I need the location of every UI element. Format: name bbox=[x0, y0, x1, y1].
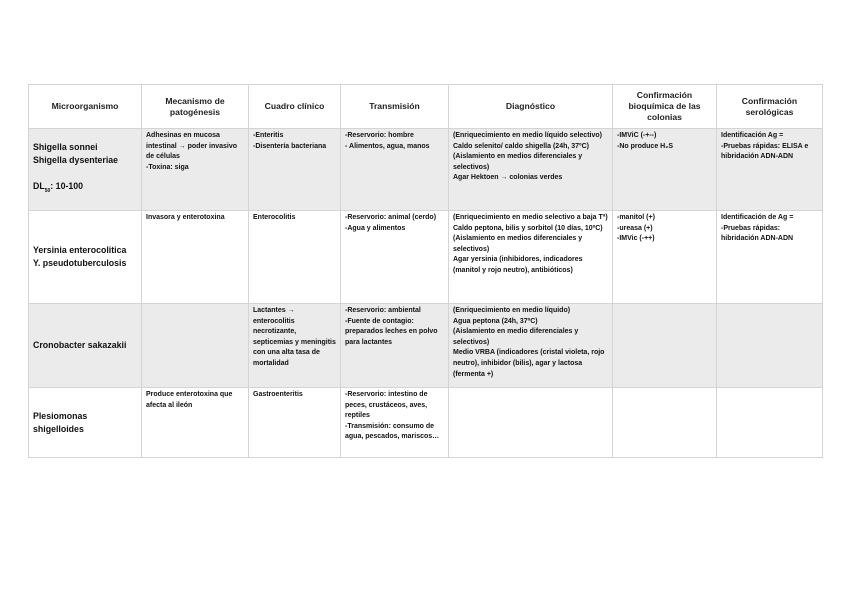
mecanismo-cell: Adhesinas en mucosa intestinal → poder i… bbox=[141, 128, 249, 211]
dl50: DL50: 10-100 bbox=[33, 181, 84, 194]
cuadro-cell: Gastroenteritis bbox=[248, 387, 341, 458]
header-serologica: Confirmación serológicas bbox=[716, 84, 823, 129]
mecanismo-cell: Produce enterotoxina que afecta al ileón bbox=[141, 387, 249, 458]
cuadro-cell: Enterocolitis bbox=[248, 210, 341, 304]
serologica-cell bbox=[716, 387, 823, 458]
diagnostico-cell bbox=[448, 387, 613, 458]
organism-cell: Shigella sonnei Shigella dysenteriae DL5… bbox=[28, 128, 142, 211]
organism-cell: Yersinia enterocolitica Y. pseudotubercul… bbox=[28, 210, 142, 304]
transmision-cell: -Reservorio: hombre - Alimentos, agua, ma… bbox=[340, 128, 449, 211]
transmision-cell: -Reservorio: ambiental -Fuente de contagi… bbox=[340, 303, 449, 388]
cuadro-cell: Lactantes → enterocolitis necrotizante, … bbox=[248, 303, 341, 388]
organism-cell: Cronobacter sakazakii bbox=[28, 303, 142, 388]
header-row: Microorganismo Mecanismo de patogénesis … bbox=[28, 84, 823, 129]
header-transmision: Transmisión bbox=[340, 84, 449, 129]
table-row: Plesiomonas shigelloides Produce enterot… bbox=[28, 387, 823, 458]
serologica-cell: Identificación de Ag = -Pruebas rápidas: … bbox=[716, 210, 823, 304]
table-row: Cronobacter sakazakii Lactantes → entero… bbox=[28, 303, 823, 388]
header-diagnostico: Diagnóstico bbox=[448, 84, 613, 129]
serologica-cell: Identificación Ag = -Pruebas rápidas: ELI… bbox=[716, 128, 823, 211]
bioquimica-cell: -manitol (+) -ureasa (+) -IMVic (-++) bbox=[612, 210, 717, 304]
header-cuadro: Cuadro clínico bbox=[248, 84, 341, 129]
diagnostico-cell: (Enriquecimiento en medio líquido select… bbox=[448, 128, 613, 211]
diagnostico-cell: (Enriquecimiento en medio líquido) Agua p… bbox=[448, 303, 613, 388]
table-row: Yersinia enterocolitica Y. pseudotubercul… bbox=[28, 210, 823, 304]
organism-name: Shigella dysenteriae bbox=[33, 155, 119, 166]
bioquimica-cell bbox=[612, 303, 717, 388]
organism-name: Shigella sonnei bbox=[33, 142, 98, 153]
table-row: Shigella sonnei Shigella dysenteriae DL5… bbox=[28, 128, 823, 211]
diagnostico-cell: (Enriquecimiento en medio selectivo a ba… bbox=[448, 210, 613, 304]
bioquimica-cell: -IMViC (-+--) -No produce H₂S bbox=[612, 128, 717, 211]
serologica-cell bbox=[716, 303, 823, 388]
transmision-cell: -Reservorio: intestino de peces, crustác… bbox=[340, 387, 449, 458]
microorganism-table: Microorganismo Mecanismo de patogénesis … bbox=[28, 84, 823, 458]
bioquimica-cell bbox=[612, 387, 717, 458]
header-microorganismo: Microorganismo bbox=[28, 84, 142, 129]
mecanismo-cell bbox=[141, 303, 249, 388]
header-mecanismo: Mecanismo de patogénesis bbox=[141, 84, 249, 129]
organism-cell: Plesiomonas shigelloides bbox=[28, 387, 142, 458]
cuadro-cell: -Enteritis -Disentería bacteriana bbox=[248, 128, 341, 211]
transmision-cell: -Reservorio: animal (cerdo) -Agua y alime… bbox=[340, 210, 449, 304]
mecanismo-cell: Invasora y enterotoxina bbox=[141, 210, 249, 304]
header-bioquimica: Confirmación bioquímica de las colonias bbox=[612, 84, 717, 129]
